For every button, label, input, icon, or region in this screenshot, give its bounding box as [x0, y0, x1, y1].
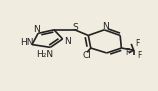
- Text: N: N: [33, 25, 40, 34]
- Text: N: N: [102, 22, 109, 31]
- Text: F: F: [137, 51, 142, 60]
- Text: F: F: [125, 49, 130, 57]
- Text: HN: HN: [20, 38, 34, 47]
- Text: H₂N: H₂N: [36, 50, 53, 59]
- Text: F: F: [135, 39, 139, 48]
- Text: S: S: [72, 23, 78, 32]
- Text: Cl: Cl: [83, 51, 91, 60]
- Text: N: N: [64, 37, 71, 46]
